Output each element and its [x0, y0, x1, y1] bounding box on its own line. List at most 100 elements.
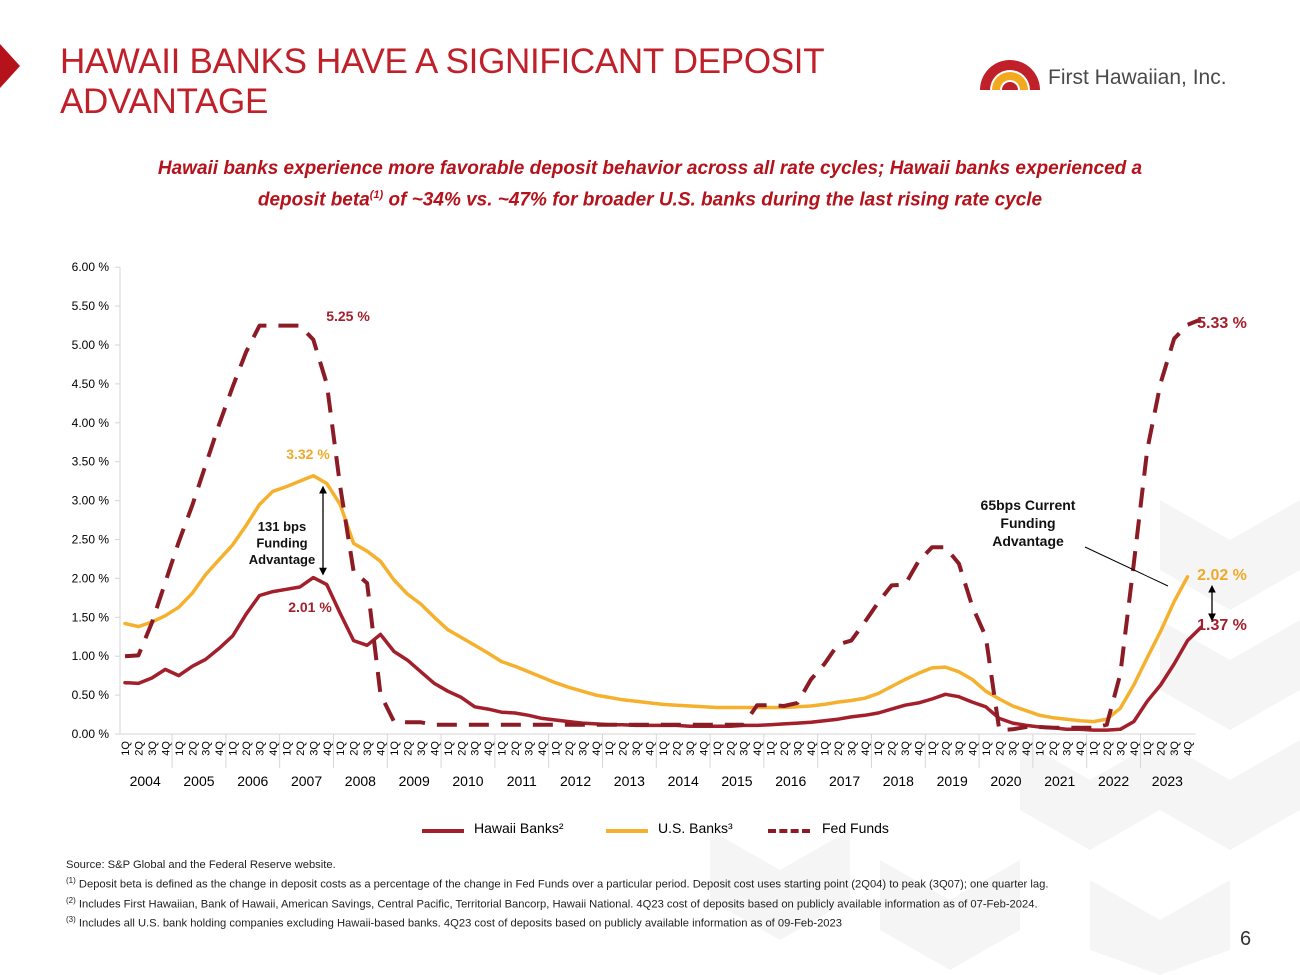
x-quarter-label: 1Q — [1088, 741, 1100, 756]
funding-advantage-2007-line: 131 bps — [258, 519, 306, 534]
x-quarter-label: 1Q — [497, 741, 509, 756]
x-quarter-label: 4Q — [914, 741, 926, 756]
x-quarter-label: 2Q — [618, 741, 630, 756]
x-quarter-label: 2Q — [725, 741, 737, 756]
x-year-label: 2021 — [1044, 773, 1075, 789]
x-year-label: 2017 — [829, 773, 860, 789]
subtitle-line-1: Hawaii banks experience more favorable d… — [157, 158, 1143, 179]
x-quarter-label: 3Q — [1115, 741, 1127, 756]
x-quarter-label: 3Q — [255, 741, 267, 756]
footnote-1-mark: (1) — [66, 876, 76, 885]
x-quarter-label: 2Q — [671, 741, 683, 756]
y-tick-label: 2.50 % — [72, 533, 110, 547]
y-tick-label: 0.50 % — [72, 688, 110, 702]
background-chevron-pattern — [710, 500, 1300, 975]
x-year-label: 2015 — [721, 773, 752, 789]
footnote-source: Source: S&P Global and the Federal Reser… — [66, 859, 336, 871]
x-quarter-label: 2Q — [1156, 741, 1168, 756]
x-year-label: 2007 — [291, 773, 322, 789]
x-quarter-label: 2Q — [940, 741, 952, 756]
x-quarter-label: 3Q — [201, 741, 213, 756]
x-quarter-label: 1Q — [873, 741, 885, 756]
x-year-label: 2022 — [1098, 773, 1129, 789]
x-quarter-label: 2Q — [510, 741, 522, 756]
x-quarter-label: 1Q — [174, 741, 186, 756]
series-line-fed-funds — [124, 317, 1202, 733]
x-quarter-label: 3Q — [308, 741, 320, 756]
x-quarter-label: 2Q — [564, 741, 576, 756]
x-quarter-label: 2Q — [994, 741, 1006, 756]
x-quarter-label: 1Q — [658, 741, 670, 756]
x-year-label: 2006 — [237, 773, 268, 789]
x-quarter-label: 3Q — [362, 741, 374, 756]
x-quarter-label: 1Q — [819, 741, 831, 756]
x-quarter-label: 4Q — [860, 741, 872, 756]
x-quarter-label: 1Q — [281, 741, 293, 756]
page-number: 6 — [1240, 928, 1252, 950]
x-quarter-label: 4Q — [268, 741, 280, 756]
y-tick-label: 4.50 % — [72, 377, 110, 391]
x-quarter-label: 2Q — [1102, 741, 1114, 756]
x-quarter-label: 1Q — [335, 741, 347, 756]
x-quarter-label: 1Q — [228, 741, 240, 756]
x-quarter-label: 4Q — [967, 741, 979, 756]
x-quarter-label: 1Q — [604, 741, 616, 756]
x-quarter-label: 4Q — [537, 741, 549, 756]
x-quarter-label: 4Q — [1183, 741, 1195, 756]
x-year-label: 2005 — [183, 773, 214, 789]
logo-sun-icon — [980, 60, 1040, 90]
legend-label-hawaii: Hawaii Banks² — [474, 820, 564, 836]
funding-advantage-leader-line — [1084, 546, 1169, 587]
x-quarter-label: 4Q — [1129, 741, 1141, 756]
x-quarter-label: 3Q — [1169, 741, 1181, 756]
y-tick-label: 4.00 % — [72, 416, 110, 430]
footnote-2-mark: (2) — [66, 895, 76, 905]
footnote-1-text: Deposit beta is defined as the change in… — [75, 878, 1049, 891]
peak-fed-funds-2007-label: 5.25 % — [326, 308, 370, 324]
slide-title: HAWAII BANKS HAVE A SIGNIFICANT DEPOSIT … — [60, 42, 824, 121]
x-quarter-label: 3Q — [147, 741, 159, 756]
x-quarter-label: 3Q — [846, 741, 858, 756]
y-tick-label: 2.00 % — [72, 571, 110, 585]
x-quarter-label: 2Q — [833, 741, 845, 756]
x-quarter-label: 2Q — [295, 741, 307, 756]
slide-arrow-tab — [0, 44, 20, 88]
funding-advantage-current-line: Funding — [1000, 515, 1055, 531]
y-tick-label: 6.00 % — [72, 260, 110, 274]
y-tick-label: 5.00 % — [72, 338, 110, 352]
x-quarter-label: 3Q — [900, 741, 912, 756]
x-year-label: 2018 — [883, 773, 914, 789]
chart-series — [123, 317, 1203, 733]
y-tick-label: 1.50 % — [72, 610, 110, 624]
legend-swatch-us — [606, 829, 648, 833]
x-quarter-label: 3Q — [739, 741, 751, 756]
x-quarter-label: 3Q — [470, 741, 482, 756]
legend-swatch-hawaii — [422, 829, 464, 833]
slide-subtitle: Hawaii banks experience more favorable d… — [60, 155, 1240, 213]
x-quarter-label: 2Q — [887, 741, 899, 756]
x-quarter-label: 4Q — [1075, 741, 1087, 756]
x-quarter-label: 3Q — [577, 741, 589, 756]
x-quarter-label: 2Q — [187, 741, 199, 756]
chart-annotations: 5.25 % 3.32 % 2.01 % 5.33 % 2.02 % 1.37 % 131 … — [249, 308, 1247, 634]
peak-hawaii-banks-2007-label: 2.01 % — [288, 599, 332, 615]
current-fed-funds-label: 5.33 % — [1197, 315, 1247, 332]
x-quarter-label: 2Q — [456, 741, 468, 756]
chart-legend: Hawaii Banks² U.S. Banks³ Fed Funds — [0, 820, 1300, 840]
x-quarter-label: 4Q — [698, 741, 710, 756]
y-tick-label: 3.00 % — [72, 494, 110, 508]
x-year-label: 2008 — [345, 773, 376, 789]
x-quarter-label: 1Q — [981, 741, 993, 756]
x-year-label: 2004 — [130, 773, 161, 789]
x-quarter-label: 1Q — [1142, 741, 1154, 756]
x-quarter-label: 1Q — [927, 741, 939, 756]
x-year-label: 2016 — [775, 773, 806, 789]
x-quarter-label: 1Q — [1035, 741, 1047, 756]
footnote-3-text: Includes all U.S. bank holding companies… — [75, 918, 842, 931]
x-quarter-label: 1Q — [712, 741, 724, 756]
x-quarter-label: 4Q — [160, 741, 172, 756]
x-quarter-label: 3Q — [524, 741, 536, 756]
footnote-2-text: Includes First Hawaiian, Bank of Hawaii,… — [75, 898, 1038, 911]
x-year-label: 2023 — [1152, 773, 1183, 789]
